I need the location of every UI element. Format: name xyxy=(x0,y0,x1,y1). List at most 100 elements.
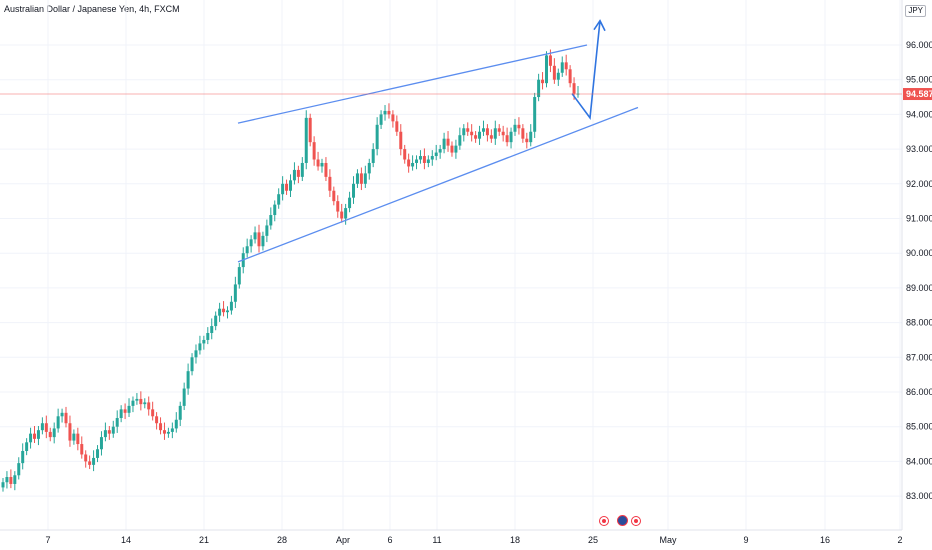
candle xyxy=(143,398,147,409)
candle xyxy=(533,92,537,138)
price-tick-label: 94.000 xyxy=(906,109,932,119)
candle xyxy=(292,162,296,185)
candle xyxy=(245,238,249,258)
candle xyxy=(1,478,5,492)
candle-body xyxy=(206,333,210,340)
candle-body xyxy=(383,110,387,115)
candle-body xyxy=(249,239,253,247)
chart-drawings xyxy=(237,19,639,263)
candle xyxy=(60,408,64,423)
candle-body xyxy=(60,412,64,417)
candle-body xyxy=(186,371,190,389)
candle xyxy=(328,169,332,197)
candle-body xyxy=(320,162,324,167)
candle xyxy=(344,203,348,225)
candle-body xyxy=(387,110,391,115)
candle xyxy=(509,127,513,149)
candle-body xyxy=(352,183,356,198)
candle xyxy=(155,412,159,430)
candle-body xyxy=(80,444,84,455)
time-tick-label: 2 xyxy=(897,535,902,545)
last-price-label: 94.587 xyxy=(906,89,932,99)
candle xyxy=(80,436,84,459)
candle-body xyxy=(572,83,576,94)
candle-body xyxy=(92,457,96,465)
price-tick-label: 83.000 xyxy=(906,491,932,501)
price-tick-label: 88.000 xyxy=(906,318,932,328)
candle xyxy=(564,54,568,76)
candle-body xyxy=(466,128,470,132)
candle xyxy=(249,235,253,253)
candle-body xyxy=(170,428,174,432)
candle-body xyxy=(257,232,261,247)
candle xyxy=(517,117,521,135)
candle xyxy=(556,68,560,86)
candle xyxy=(489,129,493,143)
candle-body xyxy=(253,232,257,240)
candle xyxy=(190,353,194,376)
candle-body xyxy=(529,131,533,143)
candle xyxy=(202,335,206,350)
candle xyxy=(363,165,367,188)
candle-body xyxy=(375,124,379,150)
candle xyxy=(107,426,111,440)
time-tick-label: 6 xyxy=(387,535,392,545)
candle-body xyxy=(210,326,214,334)
candle xyxy=(560,56,564,77)
candle-body xyxy=(36,430,40,439)
candle xyxy=(253,226,257,244)
currency-badge[interactable]: JPY xyxy=(905,5,926,17)
candle xyxy=(96,445,100,463)
candle-body xyxy=(155,416,159,424)
candle xyxy=(123,403,127,420)
arrow-head xyxy=(593,19,606,32)
candle xyxy=(265,219,269,243)
time-tick-label: 25 xyxy=(588,535,598,545)
candle xyxy=(371,143,375,168)
candle xyxy=(21,443,25,470)
candle xyxy=(529,124,533,147)
candle xyxy=(466,122,470,136)
candle xyxy=(214,311,218,331)
candle-body xyxy=(489,135,493,139)
economic-event-icon[interactable] xyxy=(599,516,609,526)
candle-body xyxy=(52,428,56,438)
last-price-marker: 94.587 xyxy=(0,88,932,101)
candle-body xyxy=(564,62,568,70)
candle-body xyxy=(332,190,336,202)
candle xyxy=(383,105,387,121)
candle-body xyxy=(103,430,107,438)
candle-body xyxy=(497,128,501,132)
candle xyxy=(131,396,135,413)
candle-body xyxy=(399,131,403,150)
candle-body xyxy=(415,159,419,163)
candle-body xyxy=(40,423,44,431)
candle xyxy=(418,150,422,164)
time-tick-label: May xyxy=(659,535,677,545)
candle-body xyxy=(544,55,548,84)
candle xyxy=(92,450,96,472)
time-tick-label: Apr xyxy=(336,535,350,545)
candle xyxy=(426,155,430,168)
candle xyxy=(308,113,312,147)
flag-event-icon[interactable] xyxy=(617,515,628,526)
candle-body xyxy=(474,135,478,139)
candle-body xyxy=(56,416,60,429)
candle xyxy=(281,176,285,201)
candle-body xyxy=(76,433,80,445)
candle-body xyxy=(304,117,308,163)
candle xyxy=(462,124,466,142)
candle xyxy=(544,51,548,88)
candle xyxy=(115,410,119,433)
candle xyxy=(174,412,178,433)
candle xyxy=(9,469,13,489)
candle xyxy=(29,427,33,449)
last-price-tag xyxy=(903,88,932,101)
economic-event-icon[interactable] xyxy=(631,516,641,526)
candle-body xyxy=(214,315,218,327)
candle xyxy=(403,144,407,164)
price-tick-label: 84.000 xyxy=(906,456,932,466)
candle-body xyxy=(340,211,344,219)
candle-body xyxy=(359,173,363,184)
